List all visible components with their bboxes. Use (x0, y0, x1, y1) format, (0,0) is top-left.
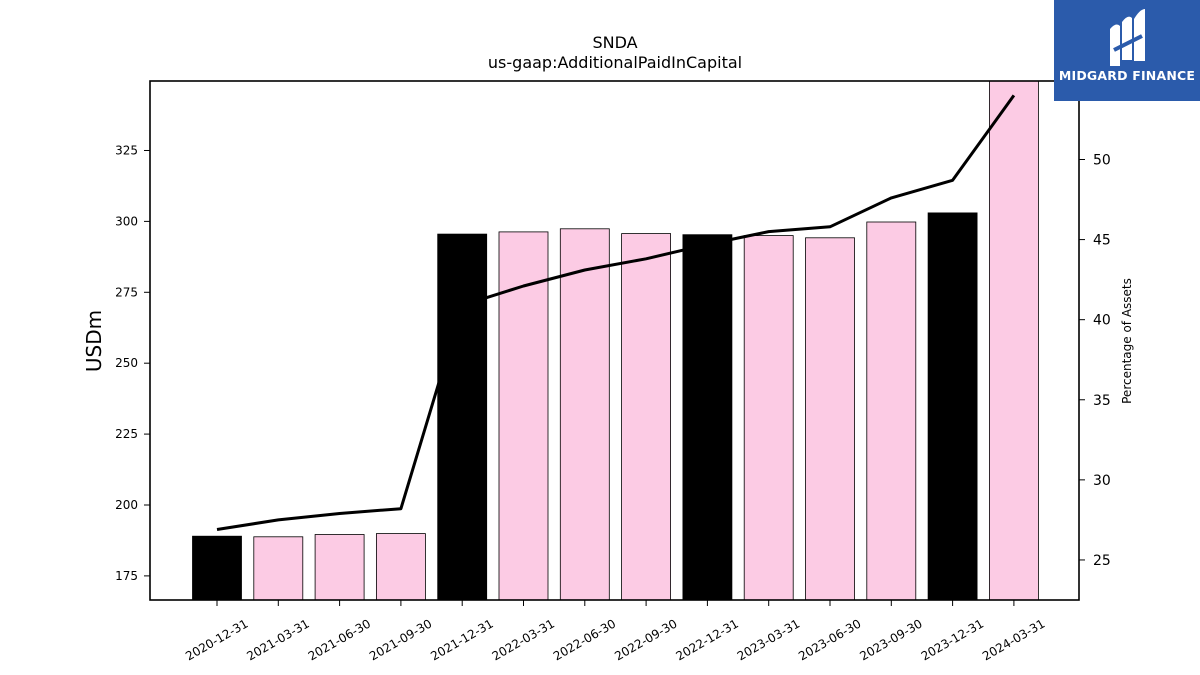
y-tick-label-225: 225 (115, 427, 138, 441)
x-tick-label-2022-06-30: 2022-06-30 (551, 616, 618, 663)
x-tick-label-2021-12-31: 2021-12-31 (428, 616, 495, 663)
bar-2021-06-30 (314, 534, 365, 600)
bar-2021-03-31 (253, 536, 304, 600)
y2-tick-label-25: 25 (1093, 553, 1111, 569)
y-tick-label-275: 275 (115, 285, 138, 299)
y2-tick-label-50: 50 (1093, 152, 1111, 168)
x-tick-label-2023-06-30: 2023-06-30 (796, 616, 863, 663)
chart-subtitle: us-gaap:AdditionalPaidInCapital (488, 53, 742, 72)
x-tick-label-2020-12-31: 2020-12-31 (183, 616, 250, 663)
y-tick-label-200: 200 (115, 498, 138, 512)
bar-2022-03-31 (498, 231, 549, 600)
midgard-logo-icon (1110, 9, 1145, 66)
x-tick-label-2023-09-30: 2023-09-30 (857, 616, 924, 663)
x-tick-label-2022-12-31: 2022-12-31 (673, 616, 740, 663)
plot-area: 175 200 225 250 275 300 325 25 30 35 40 45 50 2020-12… (115, 80, 1111, 663)
bar-2022-06-30 (559, 228, 610, 600)
y2-tick-label-40: 40 (1093, 313, 1111, 329)
bar-2023-03-31 (743, 235, 794, 600)
y-axis-label: USDm (82, 310, 106, 372)
bar-2021-09-30 (375, 533, 426, 600)
plot-frame (149, 80, 1080, 601)
y-tick-label-250: 250 (115, 356, 138, 370)
bar-2022-09-30 (621, 233, 671, 600)
x-tick-label-2023-12-31: 2023-12-31 (919, 616, 986, 663)
x-tick-label-2024-03-31: 2024-03-31 (980, 616, 1047, 663)
x-tick-label-2023-03-31: 2023-03-31 (735, 616, 802, 663)
y2-tick-label-45: 45 (1093, 233, 1111, 249)
x-tick-label-2021-09-30: 2021-09-30 (367, 616, 434, 663)
bar-2020-12-31 (192, 535, 242, 600)
y2-tick-label-30: 30 (1093, 473, 1111, 489)
bar-2023-12-31 (927, 212, 978, 600)
brand-logo-text: MIDGARD FINANCE (1058, 68, 1196, 83)
plot-marks (192, 81, 1039, 600)
line-percentage-of-assets (216, 94, 1016, 531)
y-tick-label-300: 300 (115, 214, 138, 228)
x-tick-label-2022-03-31: 2022-03-31 (490, 616, 557, 663)
chart-title: SNDA (592, 33, 637, 52)
x-tick-label-2022-09-30: 2022-09-30 (612, 616, 679, 663)
x-tick-label-2021-06-30: 2021-06-30 (306, 616, 373, 663)
y2-tick-label-35: 35 (1093, 393, 1111, 409)
bar-2022-12-31 (682, 234, 733, 600)
bar-2023-06-30 (805, 237, 855, 600)
brand-logo: MIDGARD FINANCE (1054, 0, 1200, 101)
bar-2024-03-31 (989, 81, 1039, 600)
x-tick-label-2021-03-31: 2021-03-31 (244, 616, 311, 663)
bar-2021-12-31 (437, 233, 488, 600)
y-tick-label-175: 175 (115, 569, 138, 583)
bar-2023-09-30 (866, 221, 917, 600)
y-tick-label-325: 325 (115, 143, 138, 157)
y2-axis-label: Percentage of Assets (1120, 278, 1134, 404)
